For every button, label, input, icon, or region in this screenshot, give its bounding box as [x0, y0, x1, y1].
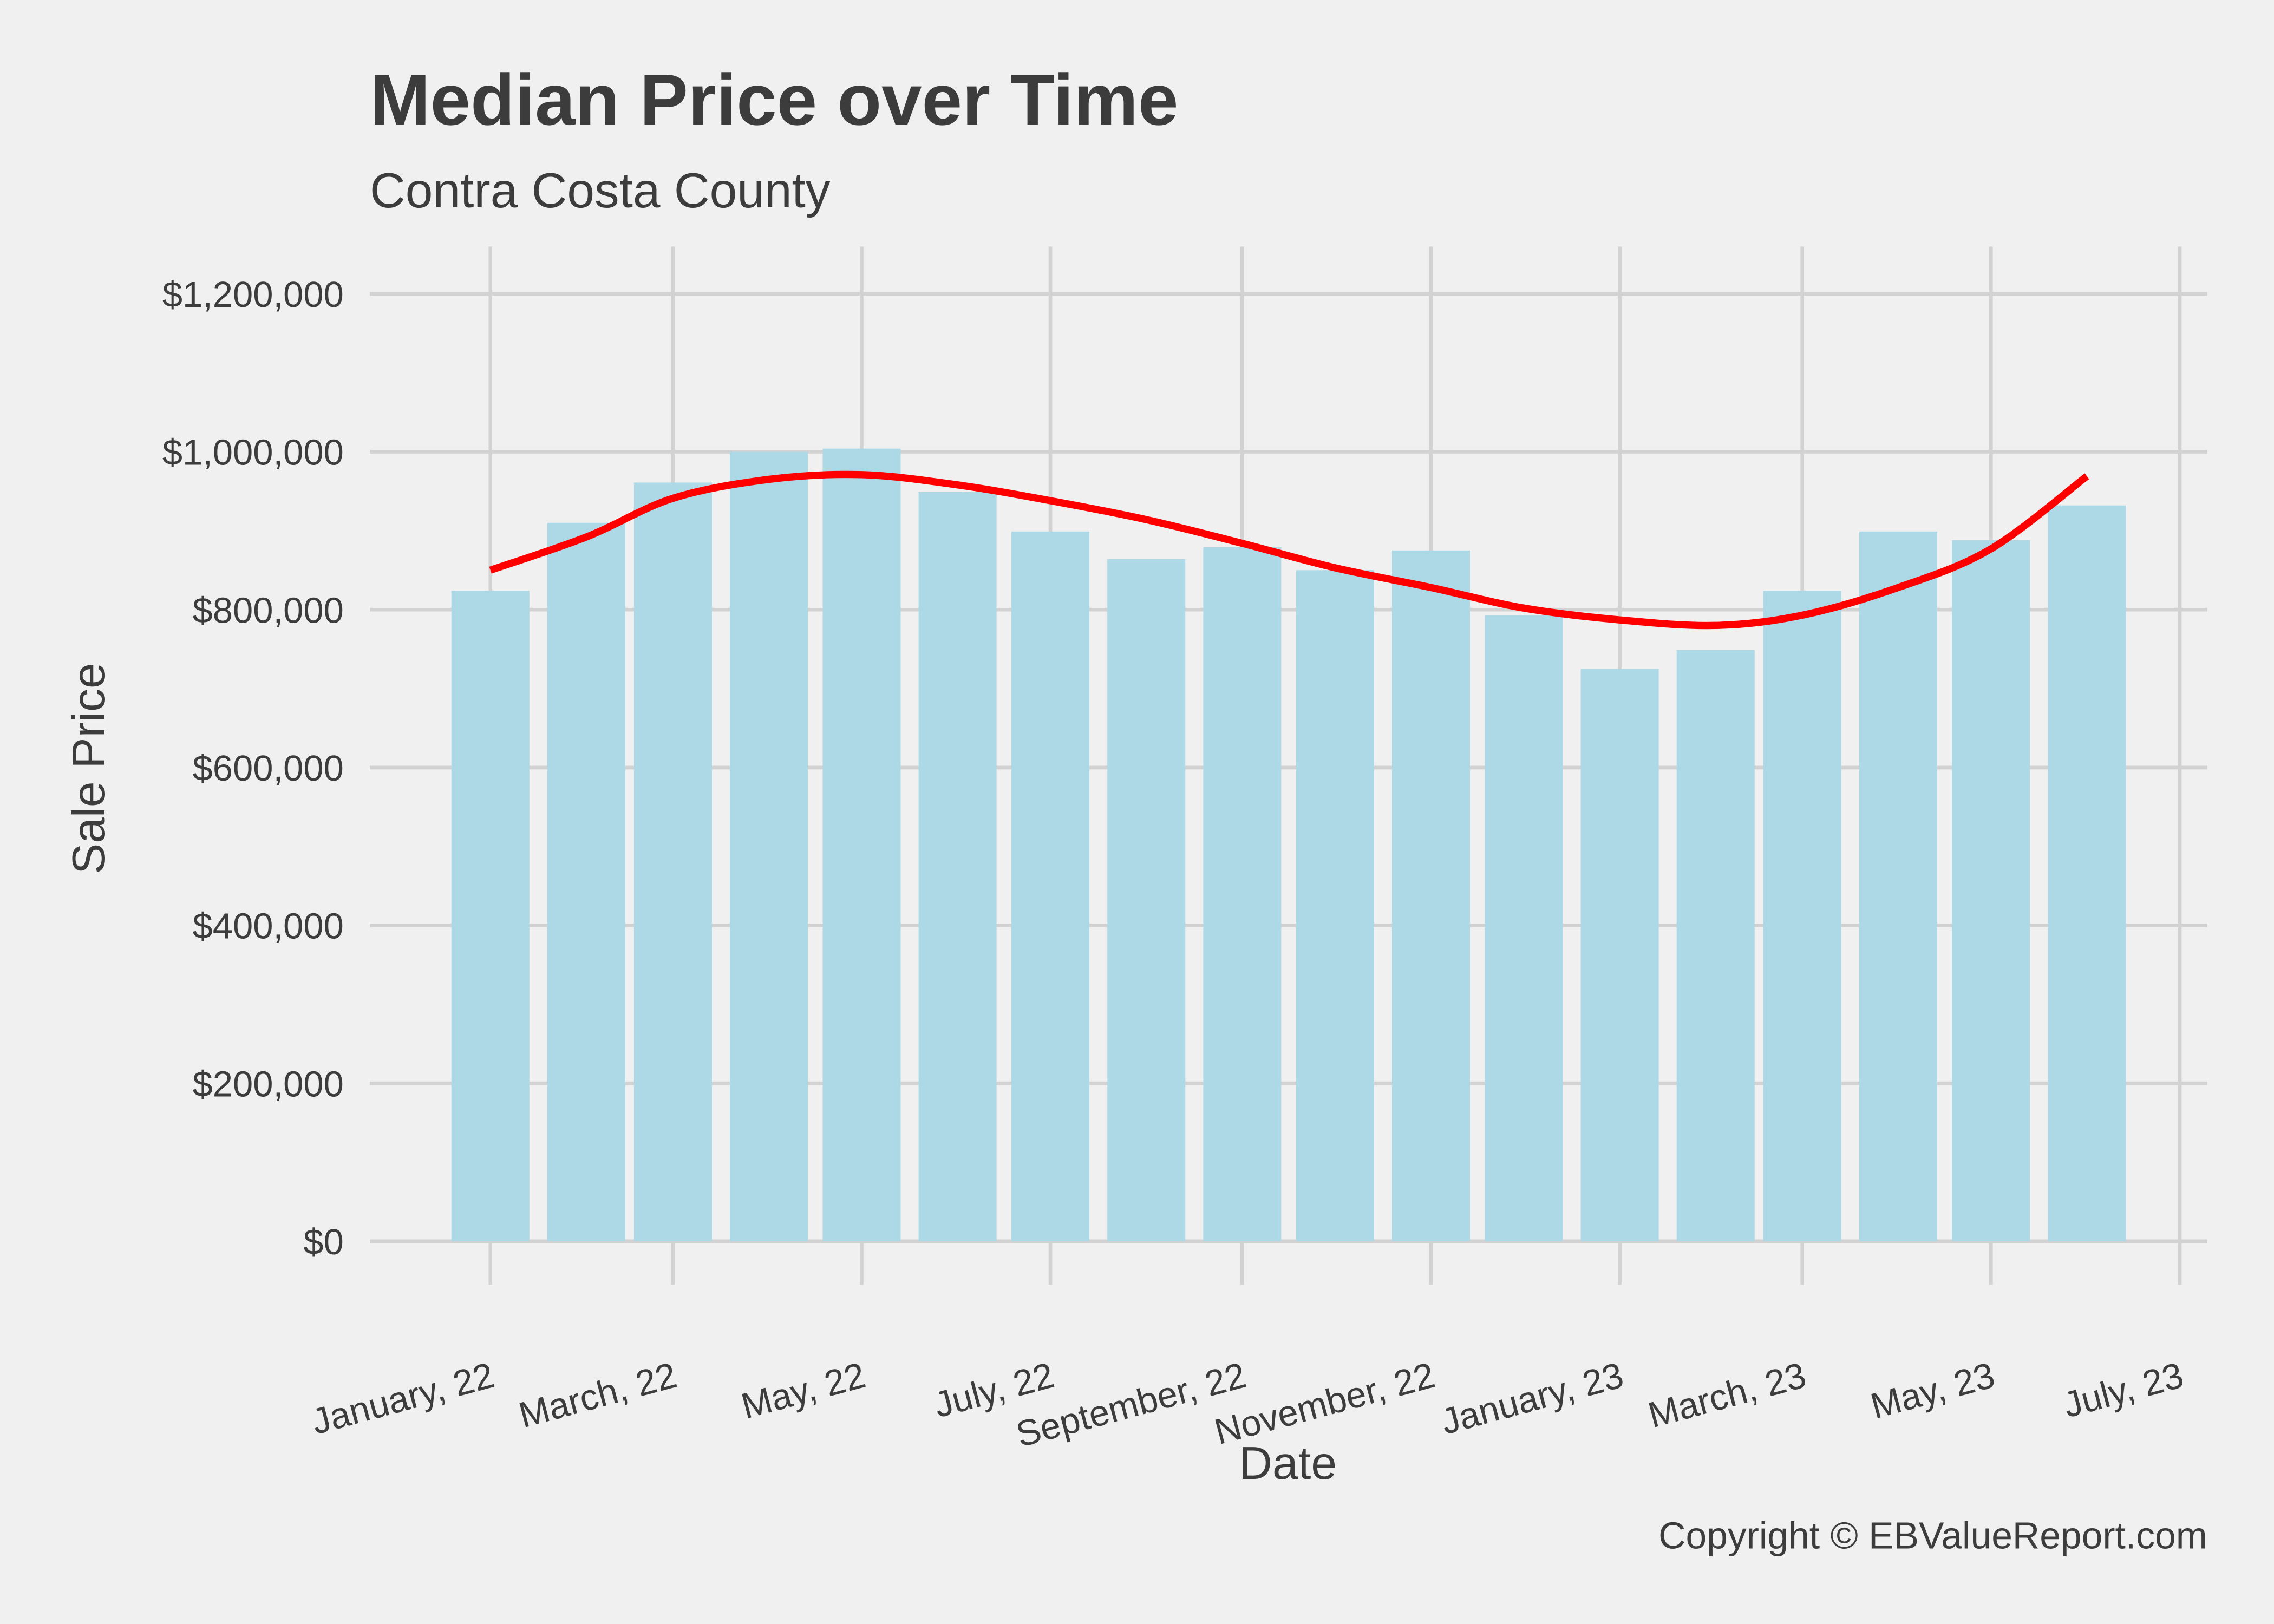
y-tick-label: $200,000 — [193, 1064, 344, 1104]
bar — [2048, 505, 2126, 1241]
y-axis-label: Sale Price — [63, 663, 115, 874]
bar — [1676, 650, 1755, 1241]
bar — [547, 522, 625, 1241]
x-axis-label: Date — [1239, 1437, 1337, 1489]
bar — [633, 482, 712, 1241]
y-tick-label: $1,200,000 — [162, 274, 344, 315]
y-tick-label: $600,000 — [193, 748, 344, 789]
y-tick-label: $800,000 — [193, 590, 344, 631]
bar — [1763, 591, 1841, 1241]
bar — [730, 451, 808, 1241]
y-tick-label: $0 — [303, 1222, 343, 1262]
y-tick-label: $400,000 — [193, 906, 344, 947]
bar — [1952, 540, 2030, 1241]
y-tick-label: $1,000,000 — [162, 433, 344, 473]
bar — [451, 591, 530, 1241]
bar — [918, 492, 997, 1241]
bar — [1485, 615, 1563, 1241]
bar — [1859, 531, 1937, 1241]
trend-line — [489, 470, 2089, 630]
bar — [822, 448, 901, 1241]
caption: Copyright © EBValueReport.com — [1658, 1515, 2207, 1557]
bar — [1296, 570, 1374, 1241]
bar — [1203, 547, 1282, 1241]
bar — [1011, 531, 1090, 1241]
bar — [1107, 559, 1186, 1241]
bar — [1391, 550, 1470, 1241]
chart-title: Median Price over Time — [370, 60, 1178, 140]
chart-subtitle: Contra Costa County — [370, 163, 831, 218]
bar — [1580, 669, 1659, 1241]
